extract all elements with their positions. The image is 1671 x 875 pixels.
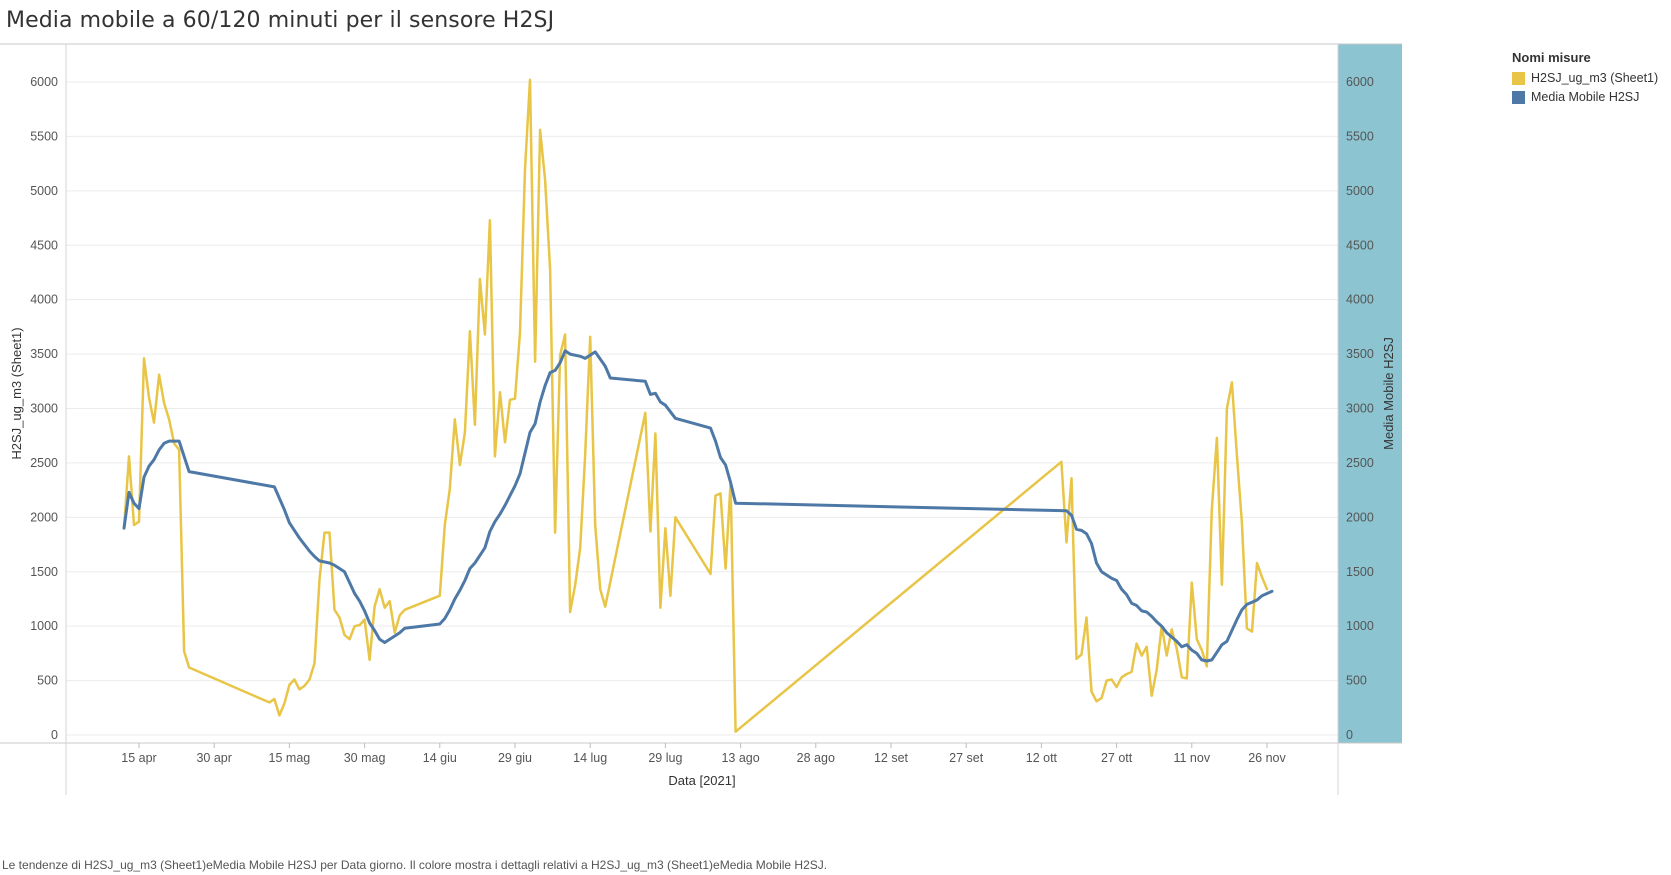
x-tick-label: 28 ago (797, 751, 835, 765)
left-y-tick-label: 0 (51, 728, 58, 742)
right-y-tick-label: 4500 (1346, 238, 1374, 252)
left-y-tick-label: 2500 (30, 456, 58, 470)
left-y-tick-label: 4000 (30, 293, 58, 307)
gridlines (66, 81, 1338, 736)
left-y-tick-label: 6000 (30, 75, 58, 89)
x-tick-label: 11 nov (1173, 751, 1210, 765)
x-tick-label: 12 ott (1026, 751, 1058, 765)
x-tick-label: 15 mag (269, 751, 311, 765)
left-y-tick-label: 500 (37, 674, 58, 688)
x-tick-label: 27 ott (1101, 751, 1133, 765)
right-y-tick-label: 5000 (1346, 184, 1374, 198)
right-y-tick-label: 2000 (1346, 510, 1374, 524)
right-y-tick-label: 0 (1346, 728, 1353, 742)
x-tick-label: 30 apr (196, 751, 231, 765)
legend-label: H2SJ_ug_m3 (Sheet1) (1531, 71, 1659, 85)
chart-title: Media mobile a 60/120 minuti per il sens… (6, 8, 555, 33)
right-y-tick-label: 1000 (1346, 619, 1374, 633)
right-y-tick-label: 500 (1346, 674, 1367, 688)
left-y-tick-label: 2000 (30, 510, 58, 524)
right-axis-panel (1338, 44, 1402, 743)
series-lines (122, 78, 1274, 733)
chart-frame (0, 43, 1402, 795)
right-y-tick-label: 2500 (1346, 456, 1374, 470)
x-tick-label: 26 nov (1248, 751, 1286, 765)
legend-swatch (1512, 71, 1525, 85)
x-tick-label: 30 mag (344, 751, 386, 765)
legend: Nomi misure H2SJ_ug_m3 (Sheet1) Media Mo… (1512, 50, 1658, 109)
x-tick-label: 29 lug (648, 751, 682, 765)
x-tick-label: 29 giu (498, 751, 532, 765)
x-axis-label: Data [2021] (668, 773, 735, 788)
left-y-axis-label: H2SJ_ug_m3 (Sheet1) (9, 327, 24, 459)
legend-item-media-mobile[interactable]: Media Mobile H2SJ (1512, 90, 1658, 104)
x-tick-label: 12 set (874, 751, 909, 765)
legend-label: Media Mobile H2SJ (1531, 90, 1640, 104)
x-tick-label: 13 ago (721, 751, 759, 765)
x-axis: 15 apr 30 apr 15 mag 30 mag 14 giu 29 giu 14 l… (121, 743, 1287, 765)
left-y-tick-label: 3000 (30, 402, 58, 416)
left-y-tick-label: 1000 (30, 619, 58, 633)
right-y-tick-label: 1500 (1346, 565, 1374, 579)
x-tick-label: 14 lug (573, 751, 607, 765)
legend-swatch (1512, 90, 1525, 104)
left-y-tick-label: 4500 (30, 238, 58, 252)
right-y-tick-label: 5500 (1346, 129, 1374, 143)
right-y-axis-label: Media Mobile H2SJ (1381, 337, 1396, 450)
legend-item-h2sj[interactable]: H2SJ_ug_m3 (Sheet1) (1512, 71, 1658, 85)
right-y-tick-label: 4000 (1346, 293, 1374, 307)
left-y-tick-label: 5000 (30, 184, 58, 198)
left-y-tick-label: 5500 (30, 129, 58, 143)
right-y-tick-label: 6000 (1346, 75, 1374, 89)
x-tick-label: 14 giu (423, 751, 457, 765)
legend-title: Nomi misure (1512, 50, 1591, 65)
right-y-tick-label: 3000 (1346, 402, 1374, 416)
x-tick-label: 27 set (949, 751, 984, 765)
series-line-media-mobile[interactable] (122, 349, 1274, 663)
series-line-h2sj[interactable] (122, 78, 1269, 733)
left-y-tick-label: 1500 (30, 565, 58, 579)
x-tick-label: 15 apr (121, 751, 156, 765)
right-y-tick-label: 3500 (1346, 347, 1374, 361)
chart-caption: Le tendenze di H2SJ_ug_m3 (Sheet1)eMedia… (2, 858, 828, 872)
left-y-axis: 0 500 1000 1500 2000 2500 3000 3500 4000 4500 5000… (30, 75, 58, 742)
right-y-axis: 0 500 1000 1500 2000 2500 3000 3500 4000 4500 5000… (1346, 75, 1374, 742)
left-y-tick-label: 3500 (30, 347, 58, 361)
